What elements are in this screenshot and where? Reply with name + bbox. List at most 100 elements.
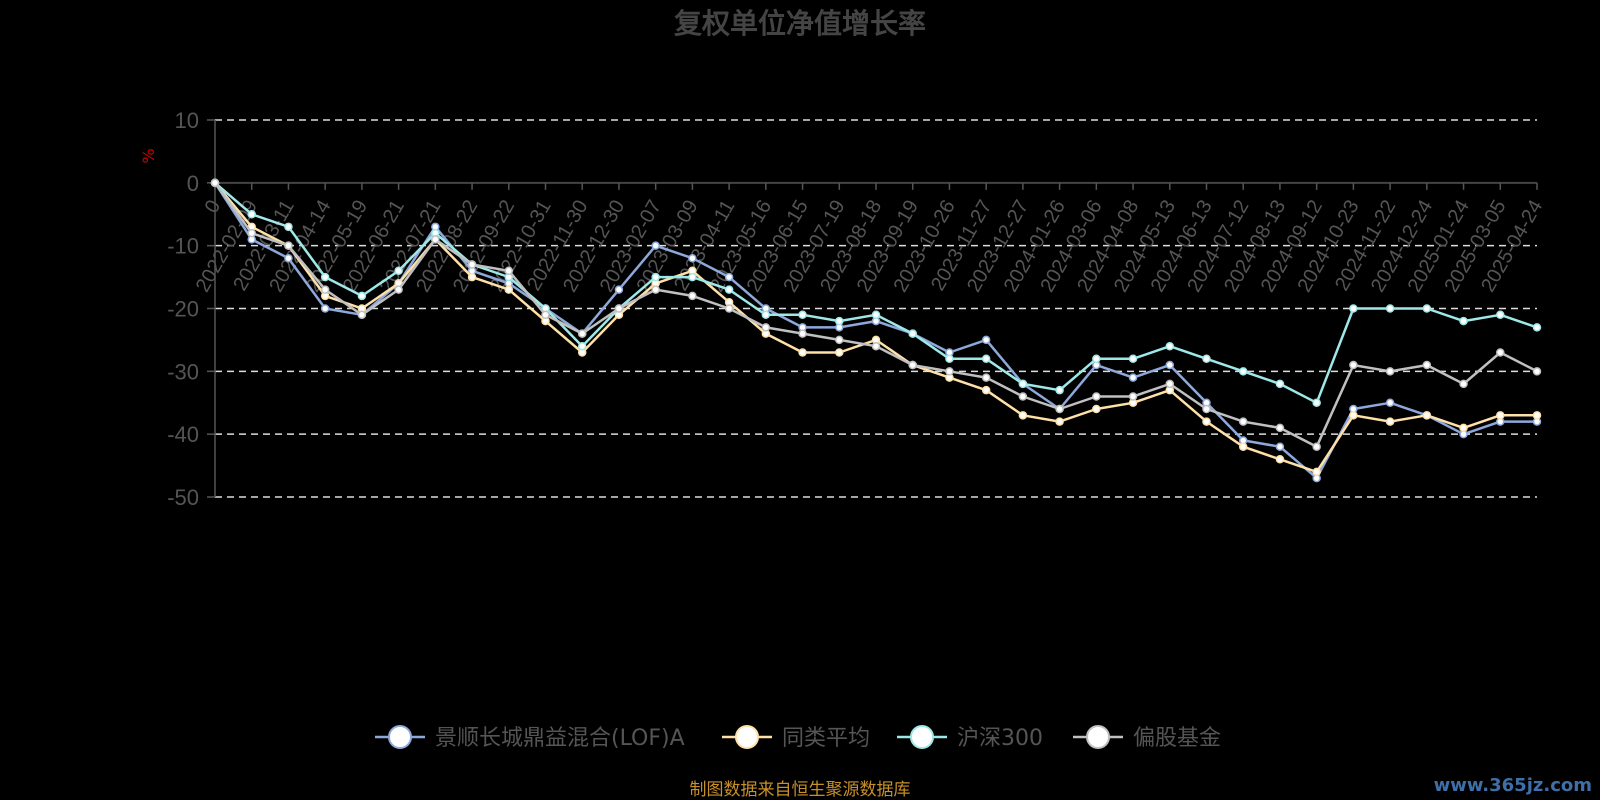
data-point[interactable]: [541, 310, 550, 320]
data-point[interactable]: [1349, 411, 1358, 420]
data-point[interactable]: [1312, 442, 1321, 451]
data-point[interactable]: [651, 272, 660, 282]
data-point[interactable]: [1092, 354, 1101, 364]
data-point[interactable]: [320, 272, 330, 282]
data-point[interactable]: [724, 285, 734, 294]
data-point[interactable]: [320, 304, 330, 313]
data-point[interactable]: [614, 285, 624, 294]
data-point[interactable]: [210, 178, 220, 188]
data-point[interactable]: [724, 272, 734, 282]
data-point[interactable]: [981, 335, 991, 345]
data-point[interactable]: [1238, 367, 1248, 376]
data-point[interactable]: [1092, 392, 1101, 401]
data-point[interactable]: [1532, 323, 1542, 332]
data-point[interactable]: [945, 367, 954, 376]
data-point[interactable]: [1532, 411, 1542, 420]
data-point[interactable]: [247, 210, 256, 219]
data-point[interactable]: [1128, 373, 1138, 382]
data-point[interactable]: [1312, 467, 1321, 477]
data-point[interactable]: [577, 341, 587, 351]
legend[interactable]: 景顺长城鼎益混合(LOF)A 同类平均 沪深300 偏股基金: [375, 725, 1221, 751]
data-point[interactable]: [981, 354, 991, 364]
data-point[interactable]: [1532, 367, 1542, 376]
data-point[interactable]: [798, 310, 807, 320]
data-point[interactable]: [1496, 348, 1505, 357]
data-point[interactable]: [688, 272, 697, 282]
data-point[interactable]: [1385, 367, 1395, 376]
data-point[interactable]: [1055, 417, 1064, 426]
data-point[interactable]: [577, 329, 587, 338]
data-point[interactable]: [284, 241, 293, 250]
data-point[interactable]: [798, 329, 807, 338]
data-point[interactable]: [504, 266, 514, 276]
data-point[interactable]: [467, 260, 477, 269]
data-point[interactable]: [614, 304, 624, 313]
legend-item[interactable]: 沪深300: [897, 725, 1043, 751]
data-point[interactable]: [835, 348, 844, 357]
data-point[interactable]: [908, 360, 917, 370]
data-point[interactable]: [1018, 379, 1028, 389]
data-point[interactable]: [1055, 404, 1064, 414]
data-point[interactable]: [871, 341, 881, 351]
data-point[interactable]: [1275, 455, 1285, 464]
data-point[interactable]: [1459, 423, 1468, 433]
data-point[interactable]: [357, 291, 367, 301]
data-point[interactable]: [1496, 310, 1505, 320]
data-point[interactable]: [835, 316, 844, 326]
data-point[interactable]: [1165, 341, 1175, 351]
data-point[interactable]: [1202, 404, 1211, 414]
data-point[interactable]: [394, 285, 403, 294]
data-point[interactable]: [1165, 360, 1175, 370]
data-point[interactable]: [357, 310, 367, 320]
data-point[interactable]: [1238, 417, 1248, 426]
data-point[interactable]: [688, 291, 697, 301]
data-point[interactable]: [1459, 316, 1468, 326]
data-point[interactable]: [945, 354, 954, 364]
data-point[interactable]: [1349, 304, 1358, 313]
data-point[interactable]: [1422, 360, 1432, 370]
data-point[interactable]: [761, 323, 771, 332]
data-point[interactable]: [981, 385, 991, 395]
data-point[interactable]: [320, 285, 330, 294]
data-point[interactable]: [284, 222, 293, 232]
data-point[interactable]: [1275, 442, 1285, 451]
data-point[interactable]: [1018, 392, 1028, 401]
data-point[interactable]: [1202, 354, 1211, 364]
data-point[interactable]: [1422, 411, 1432, 420]
data-point[interactable]: [1385, 398, 1395, 407]
data-point[interactable]: [1459, 379, 1468, 389]
legend-item[interactable]: 偏股基金: [1073, 725, 1221, 751]
legend-item[interactable]: 景顺长城鼎益混合(LOF)A: [375, 725, 685, 751]
data-point[interactable]: [981, 373, 991, 382]
data-point[interactable]: [798, 348, 807, 357]
data-point[interactable]: [651, 285, 660, 294]
data-point[interactable]: [1202, 417, 1211, 426]
data-point[interactable]: [504, 285, 514, 294]
data-point[interactable]: [247, 228, 256, 238]
data-point[interactable]: [651, 241, 660, 250]
data-point[interactable]: [724, 304, 734, 313]
data-point[interactable]: [1128, 354, 1138, 364]
data-point[interactable]: [431, 235, 440, 244]
data-point[interactable]: [1165, 379, 1175, 389]
data-point[interactable]: [1496, 411, 1505, 420]
data-point[interactable]: [1385, 304, 1395, 313]
data-point[interactable]: [284, 253, 293, 263]
legend-item[interactable]: 同类平均: [722, 725, 870, 751]
data-point[interactable]: [1275, 379, 1285, 389]
data-point[interactable]: [1018, 411, 1028, 420]
data-point[interactable]: [761, 310, 771, 320]
data-point[interactable]: [835, 335, 844, 345]
data-point[interactable]: [1312, 398, 1321, 407]
data-point[interactable]: [908, 329, 917, 338]
data-point[interactable]: [1092, 404, 1101, 414]
data-point[interactable]: [1238, 442, 1248, 451]
data-point[interactable]: [1385, 417, 1395, 426]
data-point[interactable]: [1275, 423, 1285, 433]
data-point[interactable]: [467, 272, 477, 282]
data-point[interactable]: [1422, 304, 1432, 313]
data-point[interactable]: [871, 310, 881, 320]
data-point[interactable]: [1128, 392, 1138, 401]
data-point[interactable]: [688, 253, 697, 263]
data-point[interactable]: [1349, 360, 1358, 370]
